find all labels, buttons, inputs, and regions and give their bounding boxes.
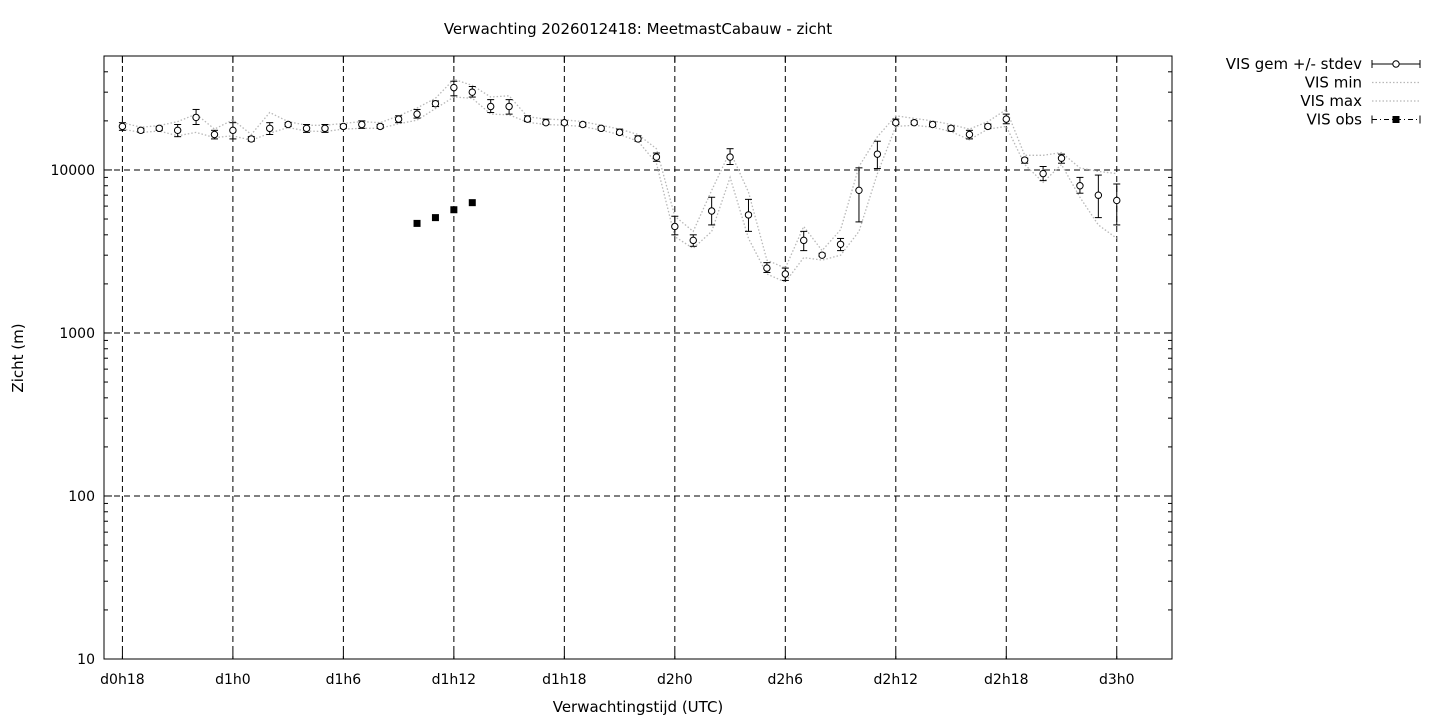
x-tick-label: d1h18 bbox=[542, 672, 586, 688]
data-point bbox=[726, 153, 734, 161]
data-point bbox=[836, 240, 845, 248]
x-axis-label: Verwachtingstijd (UTC) bbox=[553, 698, 724, 716]
data-point bbox=[671, 222, 679, 231]
y-tick-label: 10000 bbox=[50, 163, 95, 179]
data-point bbox=[523, 115, 532, 123]
x-tick-label: d2h0 bbox=[657, 672, 693, 688]
data-point bbox=[1002, 115, 1010, 123]
data-point bbox=[431, 99, 440, 108]
series-line-vis-max bbox=[122, 78, 1117, 269]
y-tick-label: 10 bbox=[77, 652, 95, 668]
legend-symbol bbox=[1392, 60, 1400, 68]
data-point bbox=[984, 122, 992, 131]
data-point bbox=[266, 124, 274, 133]
data-point bbox=[560, 118, 569, 127]
data-point bbox=[855, 186, 863, 195]
legend-label: VIS obs bbox=[1307, 111, 1363, 129]
y-axis-label: Zicht (m) bbox=[9, 323, 27, 392]
data-point bbox=[615, 128, 624, 137]
x-tick-label: d2h12 bbox=[874, 672, 918, 688]
data-point bbox=[542, 118, 550, 127]
data-point bbox=[781, 270, 790, 278]
data-point bbox=[1039, 169, 1047, 178]
data-point bbox=[413, 110, 421, 118]
data-point bbox=[358, 120, 366, 129]
data-point bbox=[707, 207, 716, 215]
data-point bbox=[192, 113, 200, 122]
data-point bbox=[118, 122, 127, 131]
data-point bbox=[247, 135, 256, 143]
x-tick-label: d1h0 bbox=[215, 672, 251, 688]
data-point bbox=[744, 211, 753, 219]
data-point bbox=[873, 150, 882, 158]
data-point bbox=[1094, 191, 1103, 199]
obs-point bbox=[431, 214, 439, 222]
data-point bbox=[376, 122, 384, 131]
data-point bbox=[800, 236, 808, 245]
obs-point bbox=[450, 206, 458, 214]
y-tick-label: 1000 bbox=[59, 326, 95, 342]
data-point bbox=[818, 251, 826, 259]
data-point bbox=[284, 120, 292, 129]
data-point bbox=[928, 120, 937, 129]
x-tick-label: d1h12 bbox=[432, 672, 476, 688]
data-point bbox=[965, 130, 974, 139]
chart-title: Verwachting 2026012418: MeetmastCabauw -… bbox=[444, 20, 832, 38]
series-line-vis-min bbox=[122, 96, 1118, 283]
data-point bbox=[763, 264, 771, 272]
data-point bbox=[947, 124, 955, 133]
data-point bbox=[137, 126, 145, 135]
legend-symbol bbox=[1392, 116, 1400, 123]
legend-label: VIS max bbox=[1300, 92, 1362, 110]
x-tick-label: d1h6 bbox=[326, 672, 362, 688]
data-point bbox=[1076, 182, 1084, 190]
data-point bbox=[1113, 196, 1121, 205]
data-point bbox=[321, 124, 329, 133]
data-point bbox=[597, 124, 605, 133]
legend-item: VIS gem +/- stdev bbox=[1226, 55, 1421, 73]
obs-point bbox=[413, 219, 421, 227]
data-point bbox=[689, 236, 697, 245]
data-point bbox=[1020, 156, 1029, 164]
x-tick-label: d0h18 bbox=[100, 672, 144, 688]
data-point bbox=[910, 118, 918, 127]
legend-item: VIS min bbox=[1305, 74, 1420, 92]
x-tick-label: d3h0 bbox=[1099, 672, 1135, 688]
axis-ticks: d0h18 d1h0 d1h6 d1h12 d1h18 d2h0 d2h6 d2h12 d2h1… bbox=[50, 55, 1172, 688]
series-layer bbox=[118, 78, 1121, 283]
data-point bbox=[468, 88, 476, 96]
legend-item: VIS max bbox=[1300, 92, 1420, 110]
data-point bbox=[210, 130, 219, 139]
x-tick-label: d2h18 bbox=[984, 672, 1028, 688]
data-point bbox=[394, 115, 403, 123]
data-point bbox=[302, 124, 311, 133]
data-point bbox=[892, 118, 900, 127]
legend-item: VIS obs bbox=[1307, 111, 1421, 129]
y-tick-label: 100 bbox=[68, 489, 95, 505]
obs-point bbox=[468, 199, 476, 207]
data-point bbox=[505, 102, 513, 111]
data-point bbox=[1057, 154, 1066, 162]
data-point bbox=[450, 83, 458, 92]
data-point bbox=[173, 126, 182, 135]
data-point bbox=[155, 124, 163, 133]
data-point bbox=[339, 122, 348, 131]
data-point bbox=[652, 153, 661, 161]
x-tick-label: d2h6 bbox=[768, 672, 804, 688]
plot-frame bbox=[103, 55, 1173, 660]
data-point bbox=[486, 102, 495, 111]
legend-label: VIS gem +/- stdev bbox=[1226, 55, 1362, 73]
data-point bbox=[229, 126, 237, 135]
data-point bbox=[579, 120, 587, 129]
legend-label: VIS min bbox=[1305, 74, 1362, 92]
grid-lines bbox=[104, 56, 1172, 659]
data-point bbox=[634, 135, 642, 143]
